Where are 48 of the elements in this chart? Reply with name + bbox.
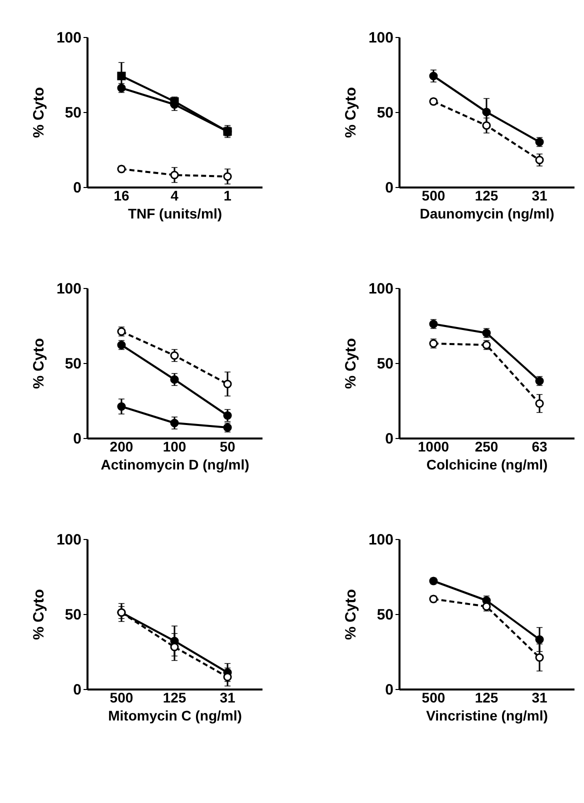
x-tick-label: 125 xyxy=(474,690,498,706)
y-tick-label: 100 xyxy=(368,280,394,298)
x-tick-label: 125 xyxy=(474,188,498,204)
y-tick-label: 100 xyxy=(56,532,82,548)
y-axis-title: % Cyto xyxy=(342,338,360,389)
y-tick-label: 0 xyxy=(73,682,82,698)
y-tick-label: 50 xyxy=(64,606,82,624)
x-axis-title: Vincristine (ng/ml) xyxy=(426,708,548,724)
y-tick-label: 100 xyxy=(56,30,82,46)
x-tick-label: 4 xyxy=(170,188,179,204)
x-tick-label: 500 xyxy=(422,690,446,706)
x-tick-label: 16 xyxy=(114,188,130,204)
y-tick-label: 50 xyxy=(376,356,394,372)
x-axis-title: TNF (units/ml) xyxy=(128,206,222,222)
y-tick-label: 0 xyxy=(73,180,82,196)
y-tick-label: 50 xyxy=(376,104,394,122)
x-tick-label: 125 xyxy=(162,690,186,706)
y-tick-label: 100 xyxy=(368,532,394,548)
x-axis-title: Colchicine (ng/ml) xyxy=(426,456,548,472)
y-axis-title: % Cyto xyxy=(342,589,360,640)
y-tick-label: 100 xyxy=(56,280,82,298)
y-axis-title: % Cyto xyxy=(30,338,48,389)
x-axis-title: Daunomycin (ng/ml) xyxy=(420,206,554,222)
x-tick-label: 1000 xyxy=(418,438,450,454)
x-tick-label: 100 xyxy=(162,438,186,454)
x-tick-label: 200 xyxy=(110,438,134,454)
y-tick-label: 50 xyxy=(64,104,82,122)
y-axis-title: % Cyto xyxy=(30,589,48,640)
y-tick-label: 0 xyxy=(73,430,82,448)
x-tick-label: 31 xyxy=(532,690,548,706)
x-tick-label: 50 xyxy=(220,438,236,454)
y-tick-label: 0 xyxy=(385,682,394,698)
y-axis-title: % Cyto xyxy=(30,87,48,138)
y-tick-label: 100 xyxy=(368,30,394,46)
x-tick-label: 31 xyxy=(532,188,548,204)
x-tick-label: 250 xyxy=(474,438,498,454)
y-tick-label: 0 xyxy=(385,180,394,196)
y-tick-label: 50 xyxy=(64,356,82,372)
x-tick-label: 1 xyxy=(224,188,232,204)
x-tick-label: 63 xyxy=(532,438,548,454)
y-tick-label: 50 xyxy=(376,606,394,624)
x-tick-label: 500 xyxy=(110,690,134,706)
x-tick-label: 31 xyxy=(220,690,236,706)
x-axis-title: Actinomycin D (ng/ml) xyxy=(100,456,250,472)
y-tick-label: 0 xyxy=(385,430,394,448)
x-axis-title: Mitomycin C (ng/ml) xyxy=(108,708,242,724)
y-axis-title: % Cyto xyxy=(342,87,360,138)
x-tick-label: 500 xyxy=(422,188,446,204)
